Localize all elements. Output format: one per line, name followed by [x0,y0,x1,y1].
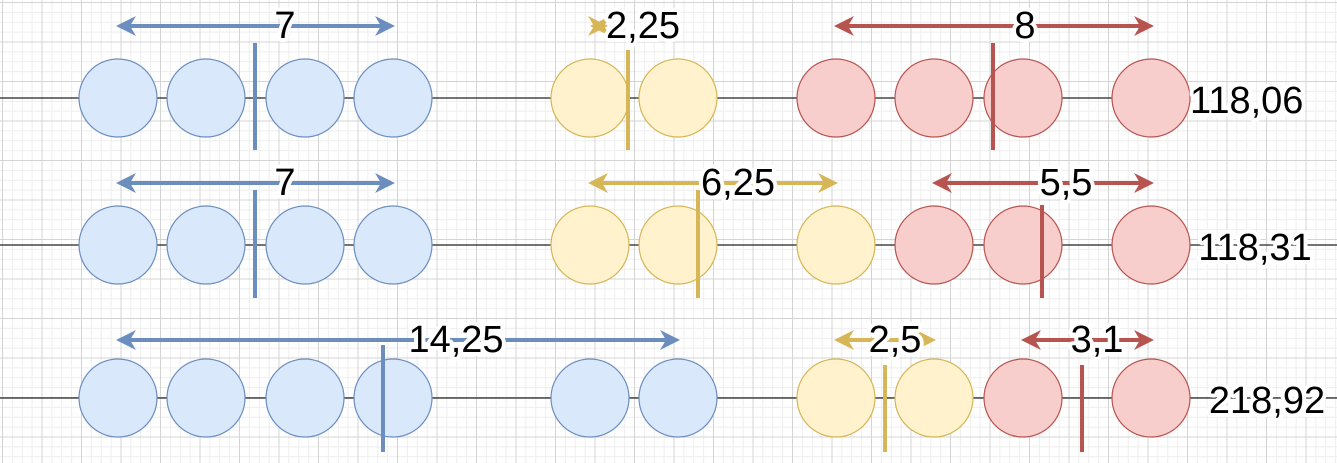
blue-circle [166,205,246,285]
row-total-value: 118,06 [1190,80,1303,122]
blue-circle [265,205,345,285]
blue-circle [353,205,433,285]
row-3: 14,25 2,5 3,1 218,92 [0,315,1337,452]
yellow-circle [796,358,876,438]
blue-circle [638,358,718,438]
red-circle [983,358,1063,438]
red-circle [1111,358,1191,438]
blue-span-label: 7 [274,162,295,204]
blue-circle [550,358,630,438]
blue-span-label: 7 [274,5,295,47]
row-total-value: 218,92 [1209,380,1325,422]
red-circle [894,58,974,138]
blue-circle [353,58,433,138]
row-1: 7 2,25 8 118,06 [0,1,1307,150]
row-2: 7 6,25 5,5 118,31 [0,158,1337,298]
yellow-circle [550,205,630,285]
red-circle [796,58,876,138]
blue-circle [166,358,246,438]
red-circle [894,205,974,285]
yellow-circle [638,58,718,138]
blue-circle [166,58,246,138]
blue-circle [353,358,433,438]
red-circle [983,205,1063,285]
yellow-circle [796,205,876,285]
yellow-span-label: 2,5 [869,319,922,361]
yellow-span-label: 2,25 [606,5,680,47]
red-span-label: 5,5 [1040,162,1093,204]
yellow-circle [550,58,630,138]
red-span-label: 8 [1014,5,1035,47]
blue-circle [265,58,345,138]
yellow-span-label: 6,25 [701,162,775,204]
red-circle [983,58,1063,138]
blue-circle [78,358,158,438]
red-span-label: 3,1 [1071,319,1124,361]
blue-span-label: 14,25 [408,319,503,361]
yellow-circle [638,205,718,285]
row-total-value: 118,31 [1198,227,1311,269]
yellow-circle [894,358,974,438]
red-circle [1111,205,1191,285]
blue-circle [78,205,158,285]
blue-circle [78,58,158,138]
red-circle [1111,58,1191,138]
blue-circle [265,358,345,438]
